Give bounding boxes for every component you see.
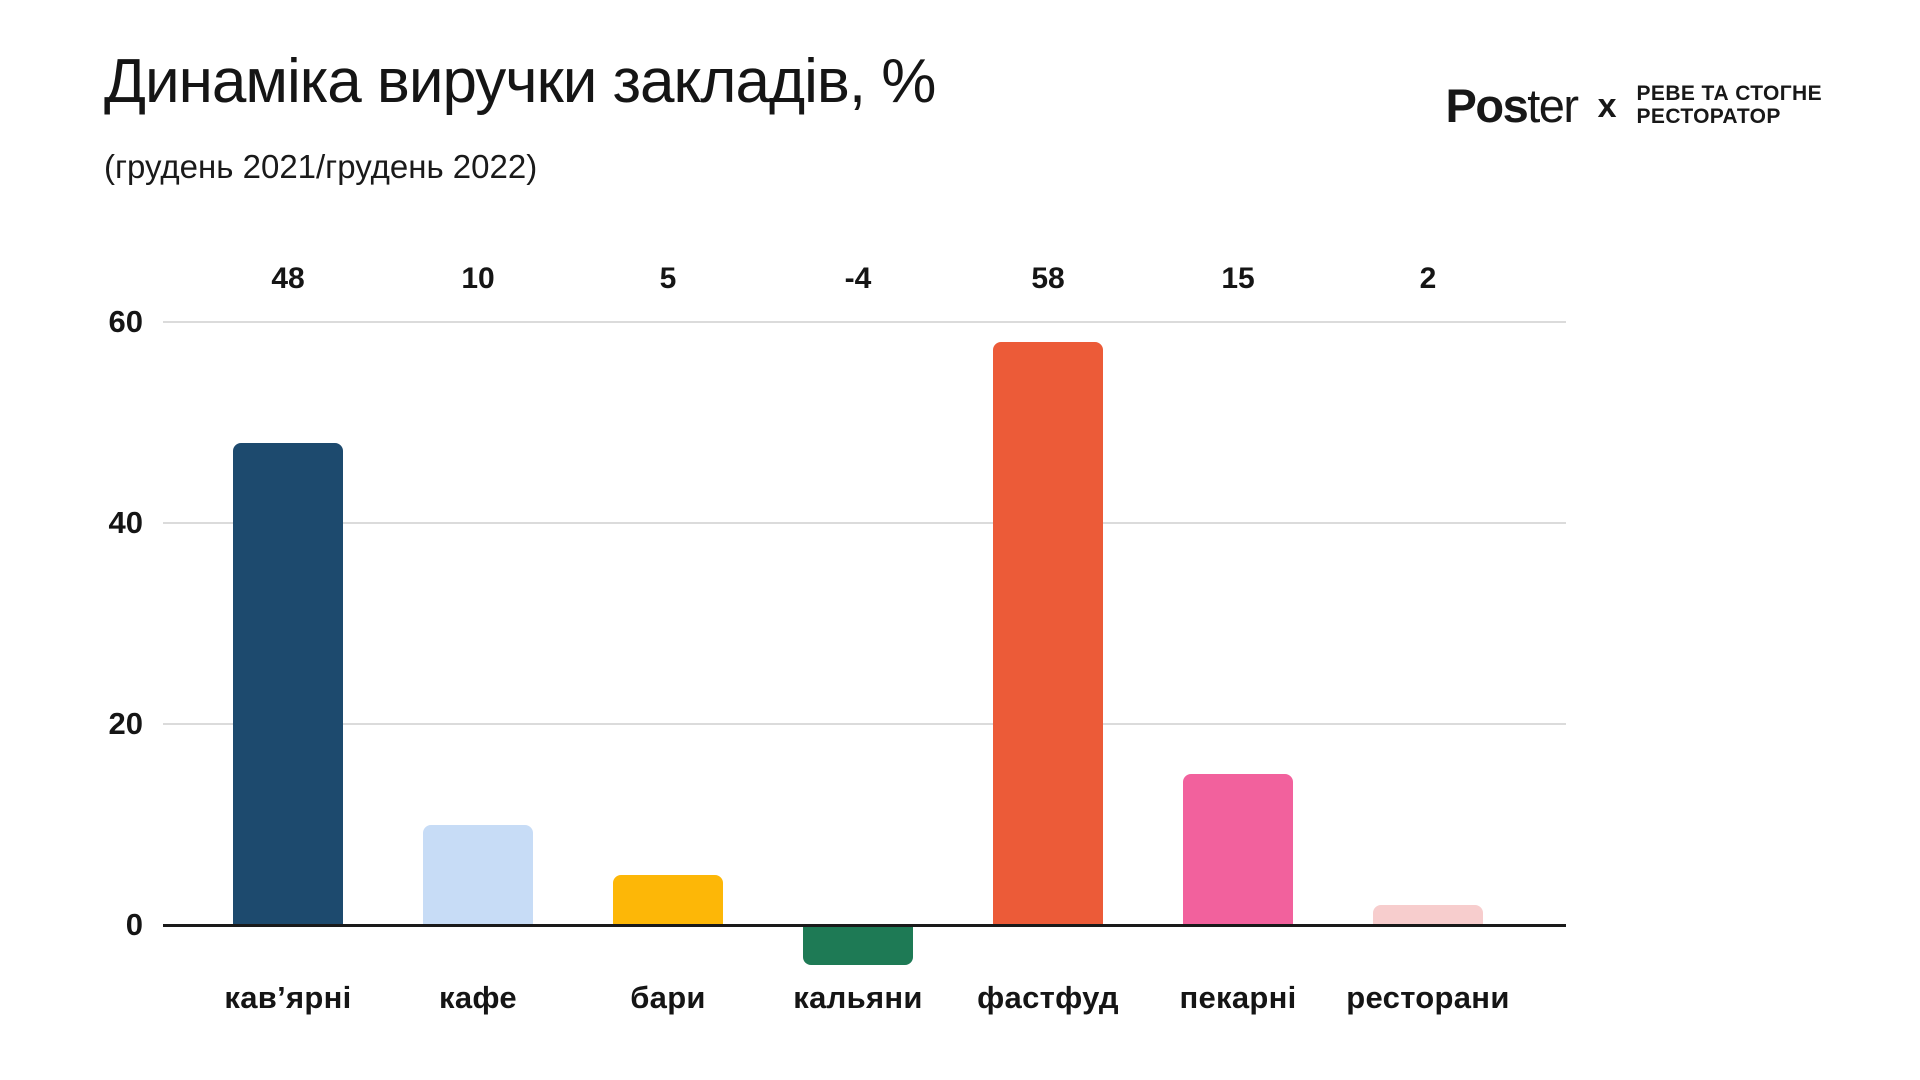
bar <box>993 342 1103 925</box>
category-label: фастфуд <box>977 980 1119 1015</box>
y-tick-label: 0 <box>125 907 143 942</box>
bar <box>803 925 913 966</box>
page-title: Динаміка виручки закладів, % <box>104 47 936 116</box>
category-label: кальяни <box>793 980 923 1015</box>
bar-value-label: 58 <box>1031 262 1065 295</box>
bar-value-label: 2 <box>1419 262 1437 295</box>
y-tick-label: 40 <box>108 505 143 540</box>
bar <box>233 442 343 925</box>
partner-logo-line1: РЕВЕ ТА СТОГНЕ <box>1636 82 1822 106</box>
gridline <box>163 522 1566 524</box>
y-tick-label: 60 <box>108 304 143 339</box>
poster-logo-bold-part: Pos <box>1445 79 1529 132</box>
bar <box>1373 904 1483 925</box>
category-label: кафе <box>439 980 517 1015</box>
bar-value-label: 10 <box>461 262 495 295</box>
x-axis-line <box>163 923 1566 927</box>
page-subtitle: (грудень 2021/грудень 2022) <box>104 148 538 185</box>
gridline <box>163 723 1566 725</box>
bar-value-label: 48 <box>271 262 305 295</box>
partner-logo: РЕВЕ ТА СТОГНЕ РЕСТОРАТОР <box>1636 82 1822 128</box>
bar <box>1183 774 1293 925</box>
poster-logo-light-part: ter <box>1527 79 1579 132</box>
category-label: пекарні <box>1179 980 1297 1015</box>
brand-lockup: Poster x РЕВЕ ТА СТОГНЕ РЕСТОРАТОР <box>1446 82 1822 129</box>
bar <box>423 824 533 925</box>
y-tick-label: 20 <box>108 706 143 741</box>
poster-logo: Poster <box>1445 79 1580 132</box>
category-label: кав’ярні <box>224 980 352 1015</box>
collab-x-mark: x <box>1597 86 1617 125</box>
category-label: бари <box>630 980 706 1015</box>
bar <box>613 874 723 925</box>
gridline <box>163 321 1566 323</box>
bar-value-label: -4 <box>844 262 872 295</box>
bar-value-label: 5 <box>659 262 677 295</box>
partner-logo-line2: РЕСТОРАТОР <box>1636 104 1781 128</box>
bar-value-label: 15 <box>1221 262 1255 295</box>
category-label: ресторани <box>1346 980 1510 1015</box>
